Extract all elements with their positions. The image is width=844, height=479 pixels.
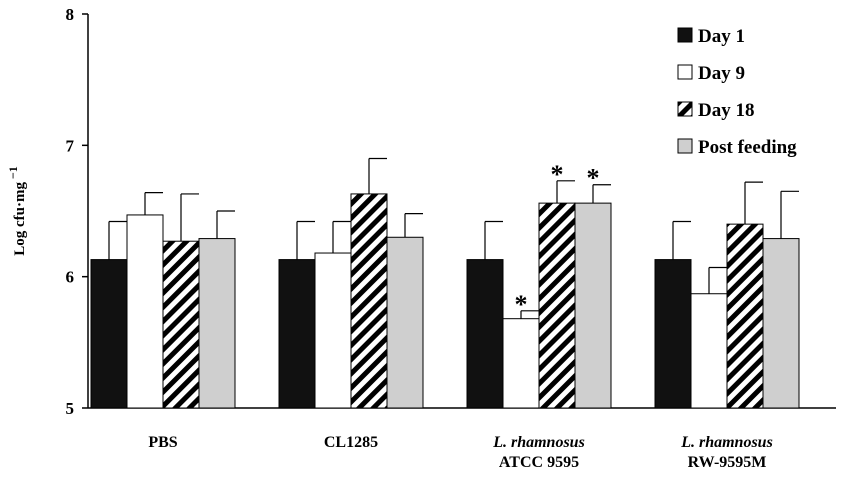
bar-solid-black [278, 259, 316, 409]
bar-diagonal-stripes [538, 202, 576, 409]
y-axis-label-main: Log cfu·mg [12, 182, 28, 256]
legend-swatch-solid-black [677, 27, 693, 43]
y-tick-label: 6 [66, 268, 75, 287]
legend: Day 1 Day 9 Day 18 Post feeding [677, 26, 797, 158]
legend-swatch-white [677, 64, 693, 80]
category-label: CL1285 [324, 434, 378, 451]
bar-light-gray [198, 238, 236, 409]
legend-label: Day 1 [698, 26, 745, 47]
bars-group [90, 157, 800, 409]
legend-label: Post feeding [698, 137, 797, 158]
category-label-line2: RW-9595M [688, 454, 767, 471]
y-axis-label-superscript: −1 [6, 166, 20, 179]
bar-white [314, 252, 352, 409]
bar-solid-black [466, 259, 504, 409]
category-label: L. rhamnosus [680, 434, 773, 451]
legend-swatch-diagonal-stripes [677, 101, 693, 117]
legend-swatch-light-gray [677, 138, 693, 154]
y-tick-label: 5 [66, 399, 75, 418]
legend-label: Day 18 [698, 100, 754, 121]
significance-star: * [551, 160, 564, 189]
legend-label: Day 9 [698, 63, 745, 84]
y-tick-label: 7 [66, 136, 75, 155]
category-label: L. rhamnosus [492, 434, 585, 451]
bar-solid-black [90, 259, 128, 409]
category-label: PBS [148, 434, 177, 451]
bar-light-gray [762, 238, 800, 409]
bar-diagonal-stripes [726, 223, 764, 409]
bar-white [690, 293, 728, 409]
bar-solid-black [654, 259, 692, 409]
bar-light-gray [574, 202, 612, 409]
bar-white [502, 318, 540, 409]
bar-white [126, 214, 164, 409]
labels-group: 5 6 7 8 Log cfu·mg −1 PBS CL1285 * * * L. rhamnosus… [6, 5, 773, 471]
bar-diagonal-stripes [350, 193, 388, 409]
y-tick-label: 8 [66, 5, 75, 24]
bar-light-gray [386, 236, 424, 409]
y-axis-label: Log cfu·mg −1 [6, 166, 28, 256]
significance-star: * [515, 290, 528, 319]
category-label-line2: ATCC 9595 [499, 454, 579, 471]
bar-diagonal-stripes [162, 240, 200, 409]
significance-star: * [587, 164, 600, 193]
